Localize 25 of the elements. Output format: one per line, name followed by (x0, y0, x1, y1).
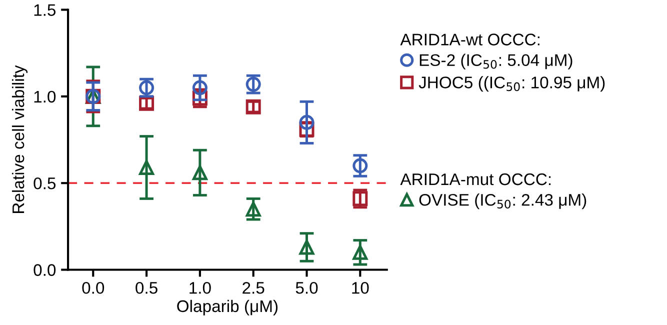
y-axis-title: Relative cell viability (12, 65, 28, 213)
x-tick-label: 2.5 (242, 282, 264, 294)
point (139, 160, 154, 175)
point (299, 114, 314, 130)
legend-label: OVISE (IC$_{50}$: 2.43 μM) (419, 194, 586, 210)
legend-label: JHOC5 ((IC$_{50}$: 10.95 μM) (418, 76, 605, 92)
y-tick-label: 1.5 (34, 4, 56, 16)
point (352, 158, 368, 174)
legend-label: ES-2 (IC$_{50}$: 5.04 μM) (420, 54, 572, 70)
y-tick-label: 1.0 (34, 90, 56, 103)
x-tick-label: 0.0 (82, 282, 104, 294)
x-tick-label: 0.5 (136, 282, 158, 294)
x-axis-title: Olaparib (μM) (177, 300, 278, 316)
x-tick-label: 1.0 (190, 282, 211, 294)
point (299, 240, 314, 255)
text: ARID1A-mut OCCC: (400, 173, 551, 186)
point (192, 165, 208, 180)
y-tick-label: 0.0 (34, 264, 56, 276)
point (246, 202, 261, 217)
text: ARID1A-wt OCCC: (400, 34, 540, 46)
x-tick-label: 5.0 (296, 282, 318, 294)
x-tick-label: 10 (352, 282, 369, 294)
point (352, 244, 368, 260)
point (192, 80, 208, 96)
y-tick-label: 0.5 (34, 177, 56, 190)
